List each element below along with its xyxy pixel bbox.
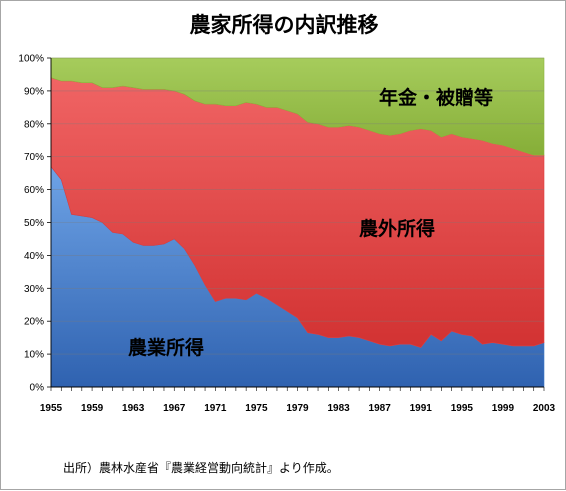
- x-tick-label: 1959: [81, 403, 104, 414]
- source-note: 出所）農林水産省『農業経営動向統計』より作成。: [63, 461, 339, 475]
- x-tick-label: 1967: [163, 403, 186, 414]
- y-tick-label: 20%: [24, 317, 44, 328]
- x-tick-label: 1955: [40, 403, 63, 414]
- x-tick-label: 1963: [122, 403, 145, 414]
- y-tick-label: 80%: [24, 119, 44, 130]
- y-tick-label: 30%: [24, 284, 44, 295]
- x-tick-label: 1995: [451, 403, 474, 414]
- x-tick-label: 1999: [492, 403, 515, 414]
- annotation-farm-income: 農業所得: [128, 336, 204, 359]
- x-tick-label: 1983: [327, 403, 350, 414]
- y-tick-label: 10%: [24, 350, 44, 361]
- x-tick-label: 1991: [410, 403, 433, 414]
- y-tick-label: 50%: [24, 218, 44, 229]
- y-tick-label: 40%: [24, 251, 44, 262]
- y-tick-label: 90%: [24, 86, 44, 97]
- y-tick-label: 100%: [18, 54, 44, 65]
- annotation-pension: 年金・被贈等: [379, 86, 493, 109]
- y-tick-label: 60%: [24, 185, 44, 196]
- annotation-off-farm-income: 農外所得: [359, 217, 435, 240]
- x-tick-label: 1975: [245, 403, 268, 414]
- x-tick-label: 2003: [533, 403, 556, 414]
- x-tick-label: 1987: [369, 403, 392, 414]
- chart-title: 農家所得の内訳推移: [189, 13, 379, 37]
- x-tick-label: 1971: [204, 403, 227, 414]
- y-tick-label: 0%: [30, 383, 45, 394]
- x-tick-label: 1979: [286, 403, 309, 414]
- y-tick-label: 70%: [24, 152, 44, 163]
